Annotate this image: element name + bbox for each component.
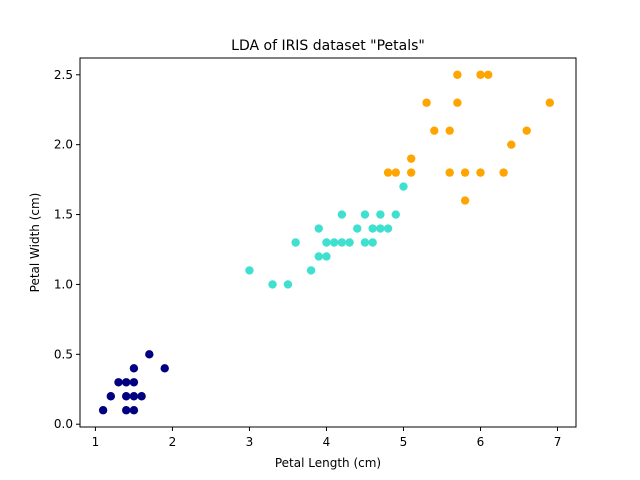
point-series2-21 xyxy=(383,224,393,233)
point-series2-14 xyxy=(353,224,362,233)
point-series3-14 xyxy=(476,70,485,79)
point-series1-6 xyxy=(122,378,131,387)
point-series3-12 xyxy=(460,168,470,177)
y-tick-label-3: 1.0 xyxy=(54,277,73,291)
point-series3-16 xyxy=(499,168,508,177)
point-series3-18 xyxy=(522,126,531,135)
point-series2-12 xyxy=(337,210,347,219)
y-tick-label-4: 1.5 xyxy=(54,208,73,222)
point-series1-5 xyxy=(122,392,131,401)
point-series3-6 xyxy=(430,126,439,135)
point-series2-1 xyxy=(245,266,254,275)
point-series1-7 xyxy=(129,406,139,415)
x-tick-label-1: 1 xyxy=(92,435,100,449)
point-series3-3 xyxy=(406,168,416,177)
point-series3-4 xyxy=(406,154,416,163)
point-series1-12 xyxy=(145,350,154,359)
x-tick-label-6: 6 xyxy=(477,435,485,449)
point-series3-11 xyxy=(460,196,470,205)
point-series1-1 xyxy=(98,406,108,415)
point-series2-11 xyxy=(337,238,347,247)
point-series2-5 xyxy=(306,266,316,275)
point-series2-17 xyxy=(368,238,377,247)
point-series3-8 xyxy=(445,126,454,135)
point-series2-9 xyxy=(322,238,331,247)
x-axis-label: Petal Length (cm) xyxy=(275,456,381,470)
points-layer xyxy=(98,70,555,415)
x-tick-label-4: 4 xyxy=(323,435,331,449)
point-series2-20 xyxy=(376,210,385,219)
x-axis-ticks: 1 2 3 4 5 6 7 xyxy=(92,427,562,449)
point-series3-5 xyxy=(422,98,431,107)
point-series2-19 xyxy=(376,224,385,233)
point-series2-13 xyxy=(345,238,354,247)
point-series1-8 xyxy=(129,392,139,401)
point-series2-10 xyxy=(329,238,339,247)
point-series2-2 xyxy=(268,280,277,289)
point-series1-3 xyxy=(114,378,123,387)
point-series3-9 xyxy=(453,98,462,107)
point-series1-13 xyxy=(160,364,169,373)
point-series2-23 xyxy=(399,182,408,191)
y-axis-label: Petal Width (cm) xyxy=(28,193,42,293)
point-series2-8 xyxy=(322,252,331,261)
y-tick-label-2: 0.5 xyxy=(54,347,73,361)
point-series2-6 xyxy=(314,252,323,261)
point-series1-4 xyxy=(122,406,131,415)
point-series3-13 xyxy=(476,168,485,177)
point-series3-1 xyxy=(383,168,393,177)
point-series2-22 xyxy=(391,210,400,219)
point-series3-2 xyxy=(391,168,400,177)
y-tick-label-1: 0.0 xyxy=(54,417,73,431)
plot-frame xyxy=(79,57,577,428)
point-series3-15 xyxy=(484,70,493,79)
point-series2-16 xyxy=(360,210,370,219)
point-series2-4 xyxy=(291,238,300,247)
point-series1-2 xyxy=(106,392,116,401)
x-tick-label-2: 2 xyxy=(169,435,177,449)
x-tick-label-5: 5 xyxy=(400,435,408,449)
point-series3-10 xyxy=(453,70,462,79)
chart-title: LDA of IRIS dataset "Petals" xyxy=(231,38,425,54)
point-series1-10 xyxy=(129,364,139,373)
point-series3-7 xyxy=(445,168,454,177)
point-series2-15 xyxy=(360,238,370,247)
y-tick-label-6: 2.5 xyxy=(54,68,73,82)
point-series3-17 xyxy=(507,140,516,149)
y-axis-ticks: 0.0 0.5 1.0 1.5 2.0 2.5 xyxy=(54,68,80,431)
x-tick-label-3: 3 xyxy=(246,435,254,449)
y-tick-label-5: 2.0 xyxy=(54,138,73,152)
point-series1-11 xyxy=(137,392,146,401)
x-tick-label-7: 7 xyxy=(554,435,562,449)
point-series3-19 xyxy=(545,98,555,107)
point-series2-7 xyxy=(314,224,323,233)
point-series2-3 xyxy=(283,280,293,289)
point-series2-18 xyxy=(368,224,377,233)
point-series1-9 xyxy=(129,378,139,387)
